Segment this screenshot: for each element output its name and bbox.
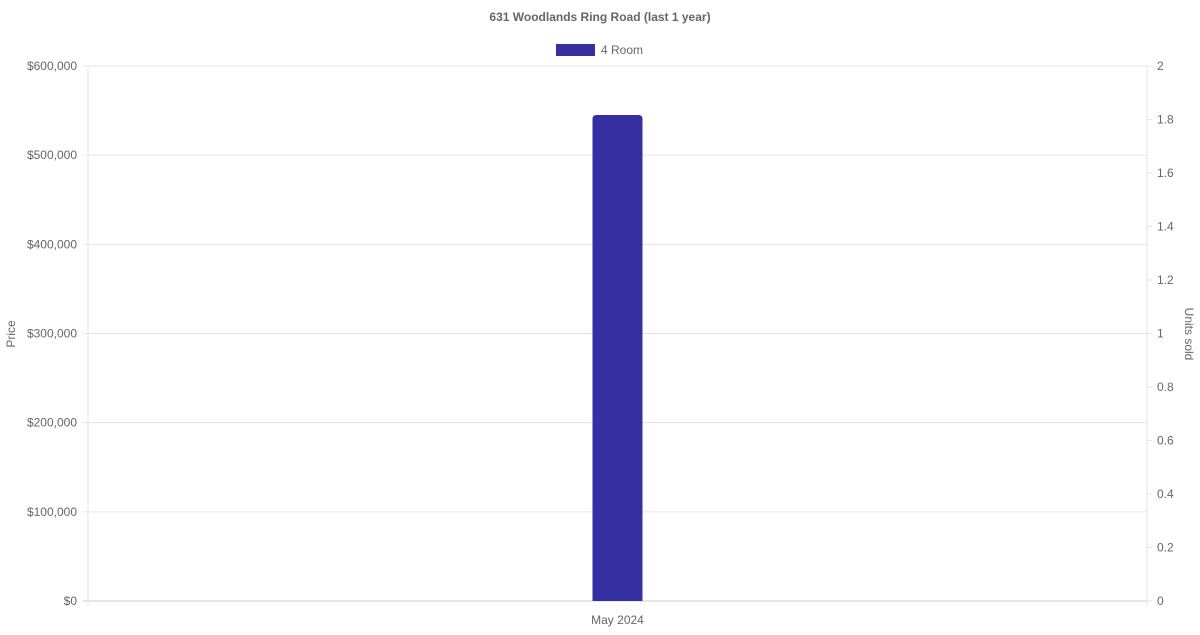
chart-title: 631 Woodlands Ring Road (last 1 year)	[489, 10, 710, 24]
legend-swatch	[556, 44, 595, 56]
bar	[592, 115, 643, 602]
y2-tick-label: 0.2	[1157, 541, 1174, 555]
y2-tick-label: 0.8	[1157, 380, 1174, 394]
y2-tick-label: 2	[1157, 59, 1164, 73]
y2-tick-label: 1.6	[1157, 166, 1174, 180]
y-axis-title: Price	[4, 320, 18, 348]
y-tick-label: $600,000	[27, 59, 77, 73]
y2-tick-label: 1.2	[1157, 273, 1174, 287]
y-tick-label: $300,000	[27, 327, 77, 341]
y2-tick-label: 1	[1157, 327, 1164, 341]
y2-tick-label: 1.4	[1157, 220, 1174, 234]
y-tick-label: $400,000	[27, 237, 77, 251]
y2-tick-label: 0.4	[1157, 487, 1174, 501]
y2-tick-label: 1.8	[1157, 113, 1174, 127]
y2-axis-title: Units sold	[1182, 308, 1196, 361]
y-tick-label: $0	[64, 594, 78, 608]
legend[interactable]: 4 Room	[556, 43, 643, 57]
y-tick-label: $500,000	[27, 148, 77, 162]
x-tick-label: May 2024	[591, 613, 644, 627]
y-tick-label: $200,000	[27, 416, 77, 430]
y2-tick-label: 0	[1157, 594, 1164, 608]
y2-tick-label: 0.6	[1157, 434, 1174, 448]
legend-label: 4 Room	[601, 43, 643, 57]
y-tick-label: $100,000	[27, 505, 77, 519]
